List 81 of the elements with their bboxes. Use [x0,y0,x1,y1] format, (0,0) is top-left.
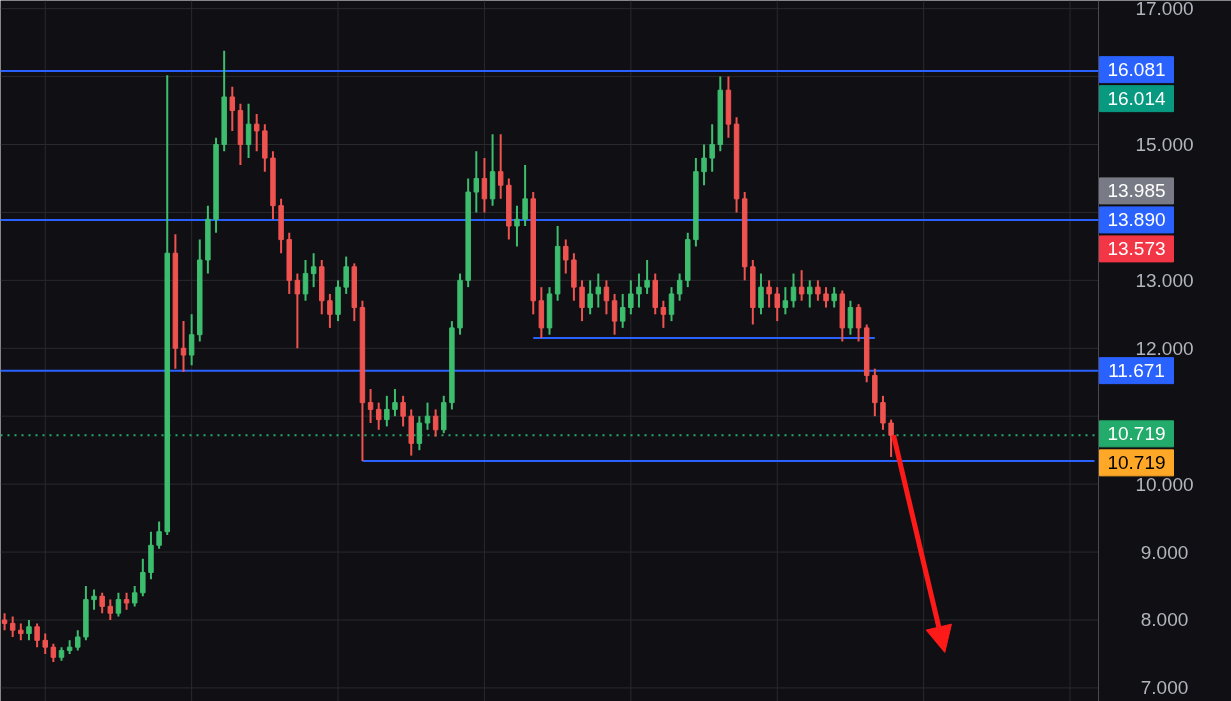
candlestick [229,85,236,132]
candlestick [579,279,585,323]
y-tick-label: 8.000 [1140,609,1189,631]
candlestick [367,388,374,424]
candlestick [774,286,780,323]
y-tick-label: 17.000 [1135,0,1194,20]
candlestick [91,588,97,611]
candlestick [815,279,821,302]
candlestick [522,163,528,228]
candlestick [302,258,309,302]
candlestick [375,401,382,431]
candlestick [807,279,813,309]
ref-line-label: 11.671 [1108,360,1165,382]
candlestick [514,204,520,248]
ref-line-label: 16.081 [1107,59,1166,81]
candlestick [392,388,398,418]
candlestick [310,252,317,289]
candlestick [294,272,301,350]
candlestick [847,299,854,336]
candlestick [115,591,122,618]
candlestick [880,394,886,431]
candlestick [424,401,431,431]
candlestick [497,133,504,200]
candlestick [766,279,772,309]
candlestick [245,102,252,160]
candlestick [26,618,32,642]
y-tick-label: 12.000 [1135,337,1194,359]
ref-line-label: 10.719 [1107,423,1166,445]
candlestick [676,272,683,302]
candlestick [619,292,626,329]
candlestick [9,615,16,638]
candlestick [180,320,187,374]
candlestick [400,394,406,428]
candlestick [790,272,797,309]
candlestick [855,303,862,343]
candlestick [107,598,114,621]
candlestick [628,279,634,316]
candlestick [798,269,805,302]
candlestick [156,520,162,550]
candlestick [603,279,610,316]
candlestick [644,258,650,295]
candlestick [888,418,894,458]
candlestick [823,286,829,309]
y-tick-label: 10.000 [1135,473,1194,495]
candlestick [782,286,789,316]
candlestick [42,632,48,655]
text: 16.014 [1107,88,1166,110]
text: 10.719 [1107,452,1166,474]
candlestick [587,279,593,316]
candlestick [611,292,618,336]
candlestick [75,629,81,652]
candlestick [636,272,642,309]
candlestick [50,642,57,664]
y-tick-label: 7.000 [1140,677,1189,699]
candlestick [343,255,349,295]
candlestick [432,408,439,438]
candlestick [563,238,569,275]
candlestick [34,622,40,649]
candlestick [384,394,390,428]
candlestick [327,292,333,329]
candlestick [709,123,715,173]
candlestick [473,150,480,214]
candlestick [140,557,146,598]
candlestick [595,272,602,309]
y-tick-label: 13.000 [1135,269,1194,291]
candlestick [660,299,667,329]
ref-line-label: 13.890 [1107,209,1166,231]
candlestick [831,286,837,309]
candlestick [758,272,764,316]
text: 13.573 [1107,238,1166,260]
candlestick [668,286,675,323]
candlestick [253,112,260,153]
candlestick [188,313,195,367]
candlestick [416,415,423,452]
candlestick [131,585,138,608]
candlestick [481,157,488,214]
y-tick-label: 15.000 [1135,134,1194,155]
y-tick-label: 9.000 [1140,541,1189,563]
candlestick [701,143,707,187]
candlestick [99,591,105,615]
text: 13.985 [1107,180,1166,202]
